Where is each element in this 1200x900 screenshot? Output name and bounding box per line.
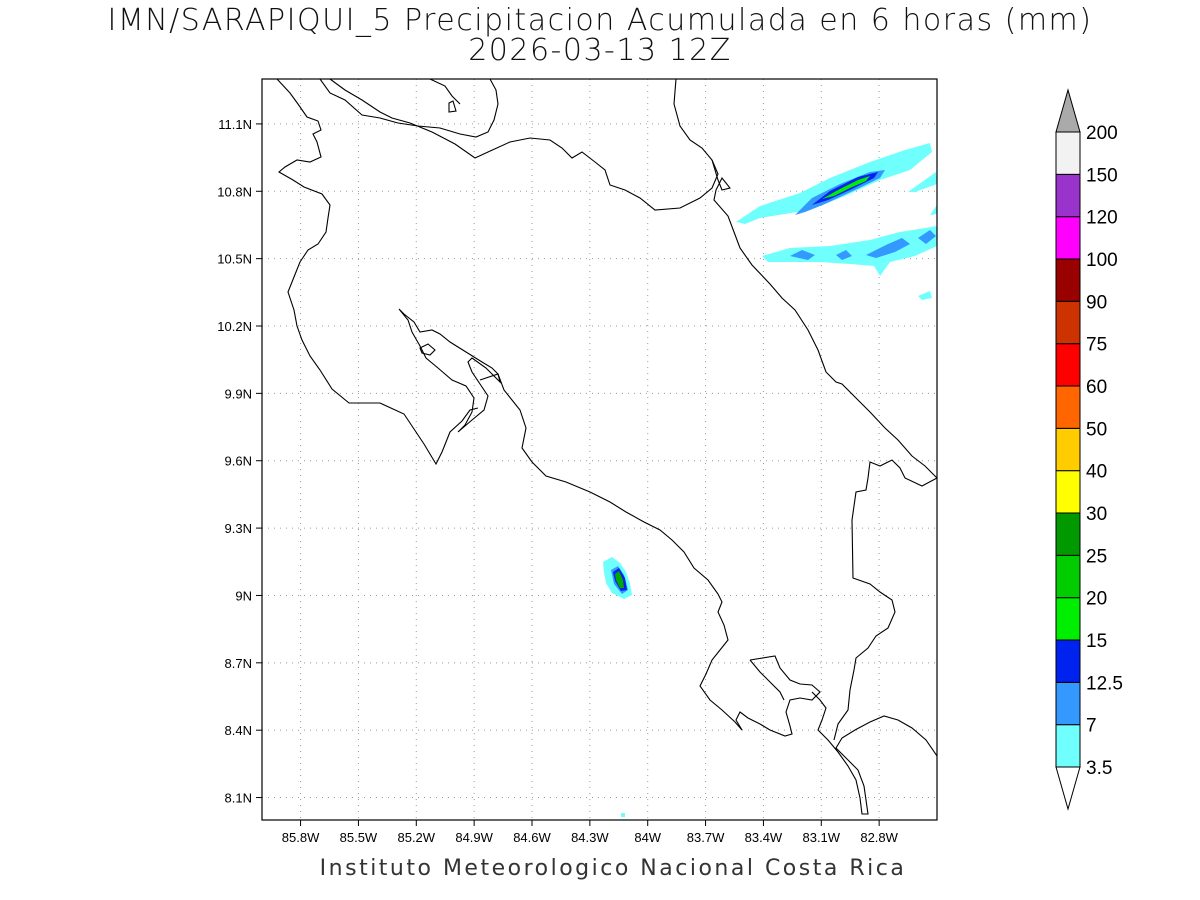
coastline-golfo-dulce xyxy=(749,659,785,701)
coastline-lake-shore xyxy=(429,79,461,105)
lon-tick-label: 83.1W xyxy=(802,830,840,845)
lat-tick-label: 8.4N xyxy=(225,723,252,738)
precip-speck xyxy=(621,813,625,817)
legend-level-label: 150 xyxy=(1086,165,1118,186)
legend-color-box xyxy=(1055,385,1081,429)
map-subtitle-datetime: 2026-03-13 12Z xyxy=(468,33,732,68)
legend-color-box xyxy=(1055,300,1081,345)
legend-level-label: 7 xyxy=(1086,716,1097,737)
legend-level-label: 30 xyxy=(1086,504,1107,525)
lat-tick-label: 9.3N xyxy=(225,521,252,536)
legend-color-box xyxy=(1055,343,1081,387)
lat-tick-label: 10.5N xyxy=(217,252,252,267)
lat-tick-label: 8.1N xyxy=(225,791,252,806)
lon-tick-label: 84W xyxy=(634,830,661,845)
lon-tick-label: 82.8W xyxy=(860,830,898,845)
precip-area-south-green xyxy=(615,571,624,588)
legend-level-label: 200 xyxy=(1086,123,1118,144)
lat-tick-label: 11.1N xyxy=(218,117,252,132)
lat-tick-label: 10.8N xyxy=(217,184,252,199)
legend-level-label: 100 xyxy=(1086,250,1118,271)
legend-level-label: 3.5 xyxy=(1086,758,1112,779)
legend-color-box xyxy=(1055,470,1081,514)
legend-color-box xyxy=(1055,639,1081,683)
legend-color-box xyxy=(1055,724,1081,768)
precipitation-shading xyxy=(603,143,937,817)
lon-tick-label: 85.5W xyxy=(340,830,378,845)
legend-level-label: 90 xyxy=(1086,292,1107,313)
lon-tick-label: 83.7W xyxy=(687,830,725,845)
legend-level-label: 20 xyxy=(1086,589,1107,610)
precip-area-ne-light xyxy=(736,143,932,224)
lon-tick-label: 85.8W xyxy=(282,830,320,845)
legend-color-box xyxy=(1055,131,1081,175)
footer-institution: Instituto Meteorologico Nacional Costa R… xyxy=(319,856,907,881)
coastline-pacific-central xyxy=(479,373,743,731)
legend-level-label: 15 xyxy=(1086,631,1107,652)
precip-area-ne-light-2 xyxy=(908,172,937,215)
island-chira xyxy=(419,343,436,356)
legend-color-box xyxy=(1055,597,1081,641)
coastline-nicaragua-north xyxy=(329,79,719,211)
lon-tick-label: 84.9W xyxy=(455,830,493,845)
lat-tick-label: 8.7N xyxy=(225,656,252,671)
legend-color-box xyxy=(1055,681,1081,726)
precip-area-ne-green xyxy=(822,176,870,199)
coastline-nicaragua-lake xyxy=(276,79,479,466)
legend-arrow-high xyxy=(1055,88,1081,133)
lat-tick-label: 9N xyxy=(235,588,252,603)
legend-color-box xyxy=(1055,173,1081,218)
legend-level-label: 40 xyxy=(1086,462,1107,483)
legend-level-label: 25 xyxy=(1086,546,1107,567)
lat-tick-label: 10.2N xyxy=(217,319,252,334)
lon-tick-label: 84.3W xyxy=(571,830,609,845)
legend-color-box xyxy=(1055,554,1081,599)
lat-tick-label: 9.6N xyxy=(225,454,252,469)
legend-color-box xyxy=(1055,216,1081,260)
legend-color-box xyxy=(1055,427,1081,472)
map-frame xyxy=(261,78,938,821)
legend-level-label: 60 xyxy=(1086,377,1107,398)
lat-tick-label: 9.9N xyxy=(225,386,252,401)
coastline-nicoya-gulf xyxy=(398,308,502,433)
coastlines xyxy=(276,79,937,815)
latitude-axis: 11.1N 10.8N 10.5N 10.2N 9.9N 9.6N 9.3N 9N 8.7N 8.… xyxy=(217,117,262,806)
legend-level-label: 120 xyxy=(1086,208,1118,229)
border-panama xyxy=(833,459,937,741)
coastline-lake-nicaragua xyxy=(319,79,499,138)
lon-tick-label: 84.6W xyxy=(513,830,551,845)
lon-tick-label: 83.4W xyxy=(745,830,783,845)
legend-arrow-low xyxy=(1055,766,1081,811)
coastline-osa-peninsula xyxy=(735,655,821,737)
longitude-axis: 85.8W 85.5W 85.2W 84.9W 84.6W 84.3W 84W 83.7W 83… xyxy=(282,820,899,845)
legend-color-box xyxy=(1055,258,1081,302)
legend-color-box xyxy=(1055,512,1081,556)
legend-level-label: 12.5 xyxy=(1086,673,1123,694)
precip-area-e-medium xyxy=(790,230,936,260)
coastline-caribbean xyxy=(673,79,937,479)
legend-level-label: 50 xyxy=(1086,419,1107,440)
legend-level-label: 75 xyxy=(1086,335,1107,356)
lake-island xyxy=(448,100,457,113)
lon-tick-label: 85.2W xyxy=(397,830,435,845)
map-title: IMN/SARAPIQUI_5 Precipitacion Acumulada … xyxy=(107,3,1093,38)
color-legend: 3.5 7 12.5 15 20 25 30 40 50 60 75 90 100 120 150 200 xyxy=(1055,88,1123,811)
coastline-burica xyxy=(811,691,937,815)
